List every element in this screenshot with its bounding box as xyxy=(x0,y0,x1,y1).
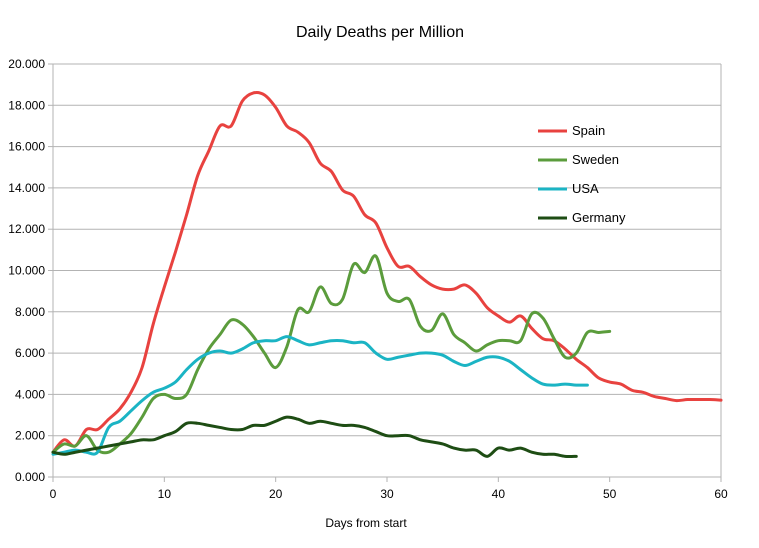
x-axis-label: Days from start xyxy=(325,516,407,530)
y-tick-label: 14.000 xyxy=(8,181,45,195)
y-tick-label: 4.000 xyxy=(15,387,45,401)
legend-label-sweden: Sweden xyxy=(572,152,619,167)
y-tick-label: 6.000 xyxy=(15,346,45,360)
x-tick-label: 10 xyxy=(158,487,172,501)
x-tick-label: 30 xyxy=(380,487,394,501)
x-tick-label: 40 xyxy=(492,487,506,501)
chart-title: Daily Deaths per Million xyxy=(296,24,464,41)
x-tick-label: 50 xyxy=(603,487,617,501)
gridlines xyxy=(53,63,721,478)
series-lines xyxy=(51,90,723,458)
y-tick-label: 0.000 xyxy=(15,470,45,484)
series-line-sweden xyxy=(51,254,612,455)
y-axis-ticks: 0.000 2.000 4.000 6.000 8.000 10.000 12.000 14.… xyxy=(8,57,53,484)
legend-label-usa: USA xyxy=(572,181,599,196)
y-tick-label: 2.000 xyxy=(15,429,45,443)
legend: Spain Sweden USA Germany xyxy=(538,123,626,225)
series-line-spain xyxy=(51,90,723,454)
series-line-usa xyxy=(51,335,589,456)
x-tick-label: 20 xyxy=(269,487,283,501)
x-tick-label: 60 xyxy=(714,487,728,501)
x-tick-label: 0 xyxy=(50,487,57,501)
x-axis-ticks: 0 10 20 30 40 50 60 xyxy=(50,477,728,501)
series-line-germany xyxy=(51,415,578,458)
y-tick-label: 10.000 xyxy=(8,264,45,278)
y-tick-label: 20.000 xyxy=(8,57,45,71)
y-tick-label: 8.000 xyxy=(15,305,45,319)
legend-label-germany: Germany xyxy=(572,210,626,225)
y-tick-label: 18.000 xyxy=(8,98,45,112)
legend-label-spain: Spain xyxy=(572,123,605,138)
y-tick-label: 16.000 xyxy=(8,140,45,154)
y-tick-label: 12.000 xyxy=(8,222,45,236)
